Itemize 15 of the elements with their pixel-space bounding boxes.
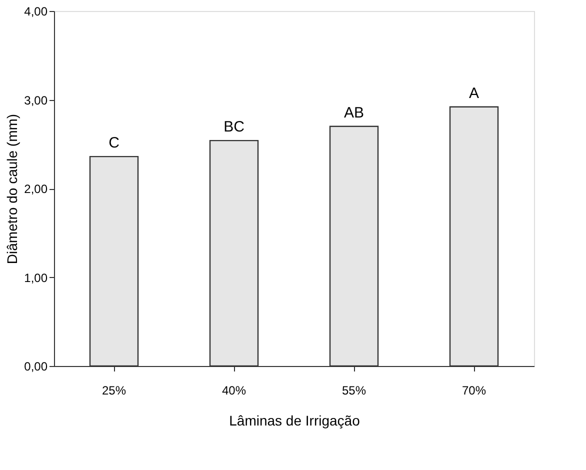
x-axis-title: Lâminas de Irrigação [229, 412, 360, 428]
y-tick-label: 0,00 [24, 360, 48, 374]
annotation: A [468, 84, 480, 102]
annotation: AB [344, 104, 364, 122]
y-tick-label: 1,00 [24, 270, 48, 285]
annotation: BC [224, 118, 245, 136]
x-tick-label: 40% [222, 384, 246, 398]
y-tick-label: 4,00 [24, 4, 48, 18]
y-tick-label: 3,00 [24, 93, 48, 108]
x-tick-label: 25% [102, 384, 126, 398]
annotation: C [108, 134, 120, 152]
x-tick-label: 55% [342, 384, 366, 398]
x-tick-label: 70% [462, 384, 486, 398]
y-axis-title: Diâmetro do caule (mm) [4, 114, 20, 264]
y-tick-label: 2,00 [24, 182, 48, 196]
